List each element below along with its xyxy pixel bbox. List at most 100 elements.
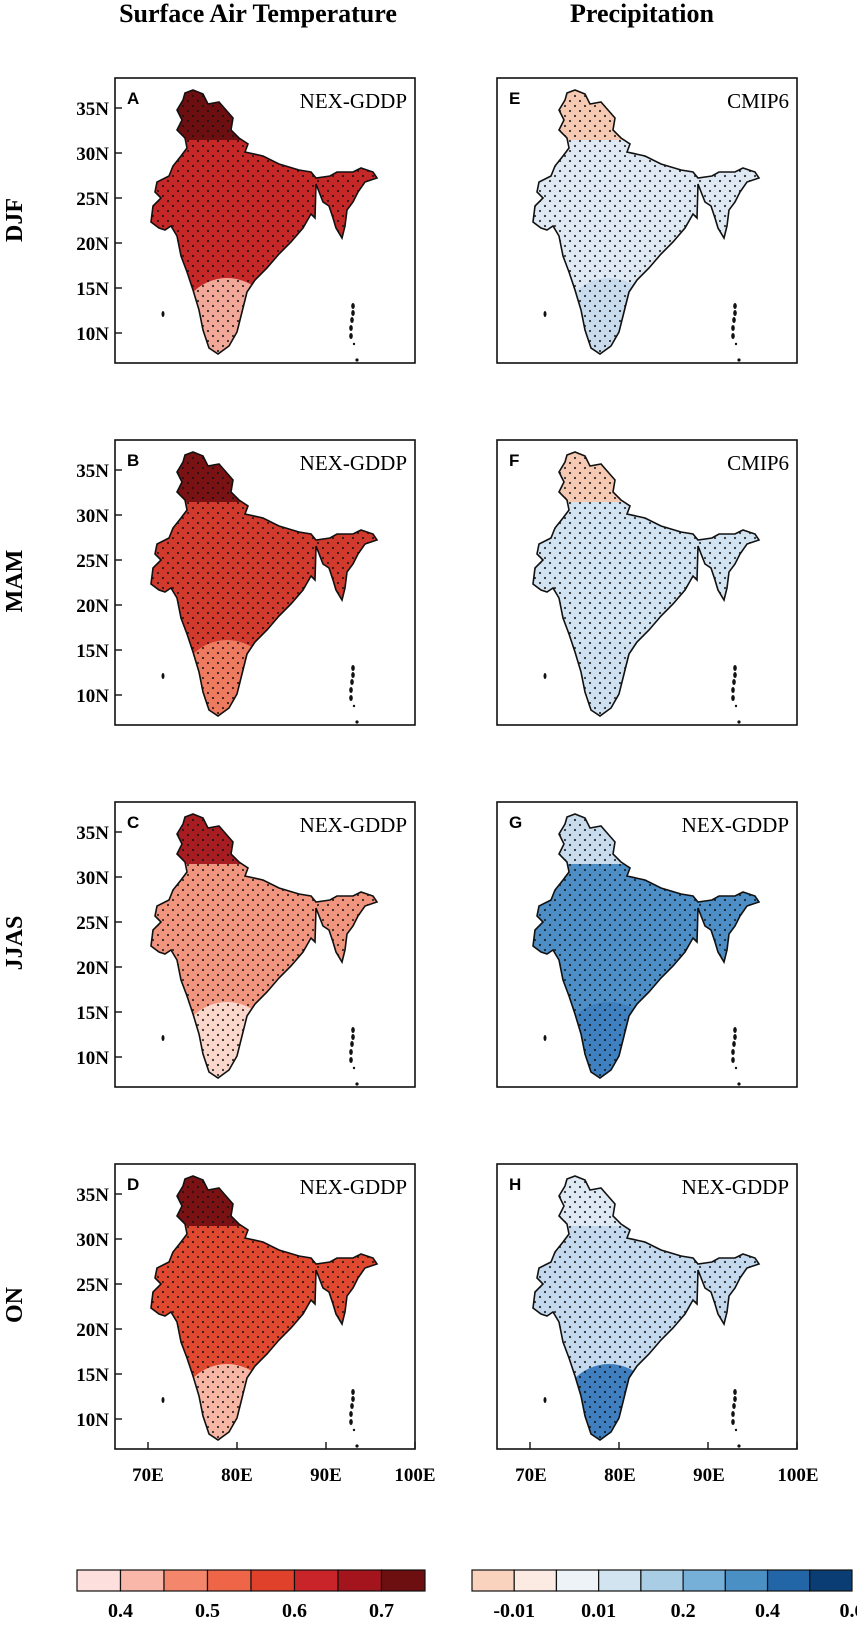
lat-tick: 15N xyxy=(76,279,109,300)
islands xyxy=(161,303,359,362)
colorbar-swatch xyxy=(163,1569,209,1592)
map-panel-c: C NEX-GDDP xyxy=(114,801,416,1088)
lat-tick: 30N xyxy=(76,506,109,527)
row-label-jjas: JJAS xyxy=(2,916,28,971)
panel-letter: F xyxy=(509,451,519,470)
colorbar-swatch xyxy=(766,1569,811,1592)
panel-source-label: NEX-GDDP xyxy=(682,1175,789,1199)
panel-frame xyxy=(496,439,798,726)
colorbar-swatch xyxy=(555,1569,600,1592)
colorbar-temperature: 0.4 0.5 0.6 0.7 xyxy=(76,1569,426,1622)
panel-letter: G xyxy=(509,813,522,832)
panel-frame xyxy=(496,77,798,364)
panel-source-label: NEX-GDDP xyxy=(682,813,789,837)
lat-tick: 25N xyxy=(76,551,109,572)
panel-letter: A xyxy=(127,89,139,108)
islands xyxy=(161,1027,359,1086)
lat-tick: 30N xyxy=(76,144,109,165)
lon-tick: 70E xyxy=(132,1465,164,1486)
colorbar-swatch xyxy=(598,1569,642,1592)
lat-tick: 20N xyxy=(76,234,109,255)
india-outline xyxy=(150,813,379,1079)
india-outline xyxy=(532,451,761,717)
panel-frame xyxy=(114,1163,416,1450)
india-outline xyxy=(532,1175,761,1441)
colorbar-precipitation: -0.01 0.01 0.2 0.4 0.6 xyxy=(471,1569,857,1622)
colorbar-swatch xyxy=(337,1569,383,1592)
lat-tick: 20N xyxy=(76,1320,109,1341)
panel-source-label: NEX-GDDP xyxy=(300,451,407,475)
row-label-djf: DJF xyxy=(2,198,28,242)
map-panel-a: A NEX-GDDP xyxy=(114,77,416,364)
india-outline xyxy=(532,89,761,355)
map-panels: A NEX-GDDP B NEX-GDDP C NEX-GDDP D NEX-GDDP E CMI… xyxy=(114,77,798,1450)
panel-frame xyxy=(114,439,416,726)
colorbar-swatch xyxy=(380,1569,426,1592)
colorbar-swatch xyxy=(809,1569,853,1592)
islands xyxy=(543,1389,741,1448)
colorbar-label: 0.6 xyxy=(840,1600,857,1622)
latitude-axis: 35N 30N 25N 20N 15N 10N 35N 30N 25N 20N … xyxy=(76,99,109,1431)
colorbar-label: 0.2 xyxy=(671,1600,696,1622)
lat-tick: 15N xyxy=(76,641,109,662)
panel-source-label: NEX-GDDP xyxy=(300,813,407,837)
lat-tick: 35N xyxy=(76,823,109,844)
islands xyxy=(543,1027,741,1086)
colorbar-label: 0.5 xyxy=(195,1600,220,1622)
panel-frame xyxy=(496,801,798,1088)
lat-tick: 35N xyxy=(76,461,109,482)
colorbar-swatch xyxy=(513,1569,558,1592)
lat-tick: 15N xyxy=(76,1365,109,1386)
panel-frame xyxy=(114,801,416,1088)
lat-tick: 20N xyxy=(76,958,109,979)
lon-tick: 100E xyxy=(394,1465,435,1486)
colorbar-label: -0.01 xyxy=(493,1600,535,1622)
india-outline xyxy=(532,813,761,1079)
panel-frame xyxy=(496,1163,798,1450)
lon-tick: 80E xyxy=(604,1465,636,1486)
lon-tick: 80E xyxy=(221,1465,253,1486)
panel-source-label: CMIP6 xyxy=(727,451,789,475)
colorbar-swatch xyxy=(76,1569,122,1592)
lon-tick: 90E xyxy=(693,1465,725,1486)
colorbar-swatch xyxy=(206,1569,252,1592)
panel-letter: C xyxy=(127,813,139,832)
lat-tick: 30N xyxy=(76,1230,109,1251)
lon-tick: 100E xyxy=(777,1465,818,1486)
column-title-temperature: Surface Air Temperature xyxy=(119,0,397,28)
colorbar-swatch xyxy=(471,1569,515,1592)
longitude-axis: 70E 80E 90E 100E 70E 80E 90E 100E xyxy=(132,1465,818,1486)
panel-source-label: NEX-GDDP xyxy=(300,89,407,113)
lat-tick: 35N xyxy=(76,1185,109,1206)
lon-tick: 70E xyxy=(515,1465,547,1486)
colorbar-label: 0.4 xyxy=(755,1600,780,1622)
lon-tick: 90E xyxy=(310,1465,342,1486)
panel-letter: B xyxy=(127,451,139,470)
lat-tick: 10N xyxy=(76,324,109,345)
colorbar-swatch xyxy=(640,1569,684,1592)
islands xyxy=(543,303,741,362)
lat-tick: 25N xyxy=(76,189,109,210)
row-label-mam: MAM xyxy=(2,550,28,613)
lat-tick: 35N xyxy=(76,99,109,120)
india-outline xyxy=(150,1175,379,1441)
map-panel-d: D NEX-GDDP xyxy=(114,1163,416,1450)
colorbar-label: 0.4 xyxy=(108,1600,133,1622)
map-panel-h: H NEX-GDDP xyxy=(496,1163,798,1450)
lat-tick: 10N xyxy=(76,1048,109,1069)
colorbar-label: 0.6 xyxy=(282,1600,307,1622)
lat-tick: 10N xyxy=(76,686,109,707)
islands xyxy=(543,665,741,724)
lat-tick: 15N xyxy=(76,1003,109,1024)
panel-letter: E xyxy=(509,89,520,108)
islands xyxy=(161,1389,359,1448)
panel-letter: H xyxy=(509,1175,521,1194)
india-outline xyxy=(150,89,379,355)
colorbar-label: 0.7 xyxy=(369,1600,394,1622)
lat-tick: 30N xyxy=(76,868,109,889)
column-title-precipitation: Precipitation xyxy=(570,0,714,28)
colorbar-label: 0.01 xyxy=(581,1600,616,1622)
map-panel-g: G NEX-GDDP xyxy=(496,801,798,1088)
india-outline xyxy=(150,451,379,717)
lat-tick: 10N xyxy=(76,1410,109,1431)
